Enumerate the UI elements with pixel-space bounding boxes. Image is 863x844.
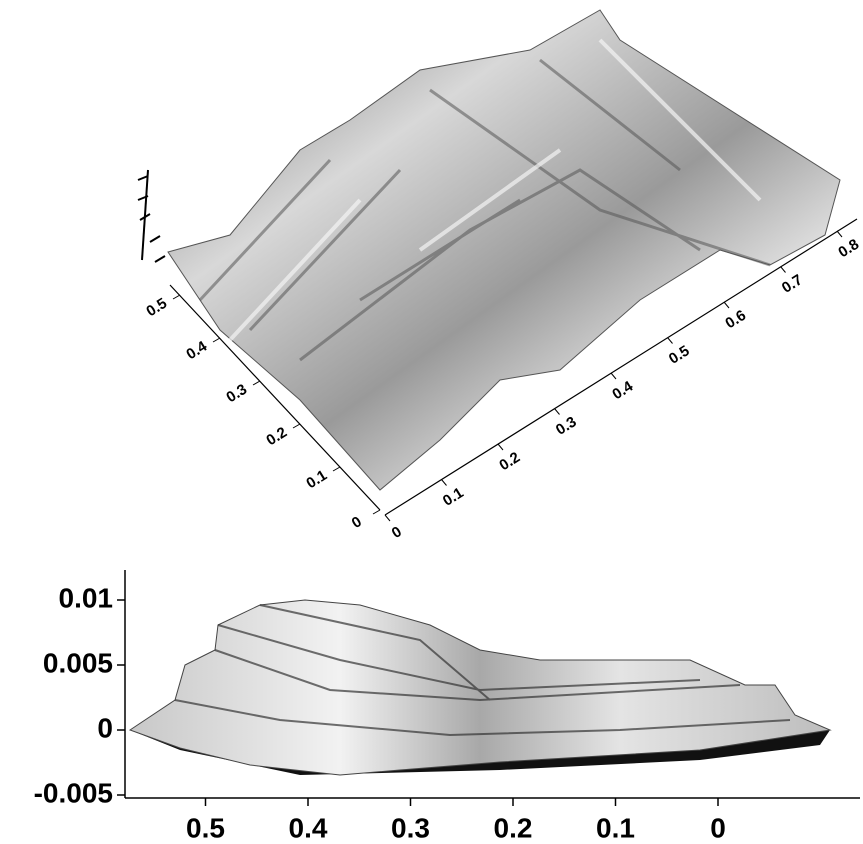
- x-tick: [723, 301, 730, 309]
- x-tick: [497, 443, 504, 451]
- x-tick-label: 0.1: [596, 812, 635, 843]
- surface-top: [167, 9, 841, 491]
- x-tick-label: 0.1: [440, 484, 467, 509]
- x-tick: [384, 514, 391, 522]
- x-tick: [780, 266, 786, 273]
- y-axis: [169, 284, 381, 511]
- surface-side: [128, 599, 832, 776]
- y-tick: [212, 337, 221, 343]
- y-tick: [172, 294, 181, 300]
- y-tick-label: 0.005: [43, 647, 113, 678]
- y-tick: [252, 380, 261, 386]
- z-axis-ticks: [137, 169, 166, 263]
- x-tick-label: 0.3: [553, 413, 580, 438]
- y-tick: [332, 466, 341, 472]
- x-tick-label: 0.7: [779, 271, 806, 296]
- x-tick-label: 0.5: [186, 812, 225, 843]
- y-tick-label: 0.1: [303, 467, 330, 492]
- y-tick-label: 0: [97, 712, 113, 743]
- x-tick-label: 0: [389, 523, 405, 542]
- x-tick-label: 0.4: [289, 812, 328, 843]
- x-axis: [384, 218, 858, 516]
- x-tick: [554, 408, 560, 415]
- x-tick-label: 0.3: [391, 812, 430, 843]
- x-tick-label: 0.8: [835, 236, 862, 261]
- x-tick: [667, 337, 673, 344]
- y-tick: [372, 509, 381, 515]
- y-tick-label: -0.005: [34, 777, 113, 808]
- y-tick-label: 0.01: [59, 582, 114, 613]
- y-tick-label: 0.5: [143, 295, 170, 320]
- x-tick: [836, 230, 843, 238]
- y-tick: [292, 423, 301, 429]
- y-tick-label: 0.2: [263, 424, 290, 449]
- x-tick-label: 0.2: [494, 812, 533, 843]
- x-tick-label: 0.2: [496, 449, 523, 474]
- x-tick: [441, 479, 447, 486]
- x-tick-label: 0.6: [722, 307, 749, 332]
- y-tick-label: 0.3: [223, 381, 250, 406]
- x-tick-label: 0.4: [609, 377, 636, 403]
- y-tick-label: 0.4: [183, 337, 210, 363]
- y-tick-label: 0: [349, 513, 365, 532]
- x-tick-label: 0.5: [666, 342, 693, 367]
- x-tick-label: 0: [710, 812, 726, 843]
- x-tick: [610, 372, 617, 380]
